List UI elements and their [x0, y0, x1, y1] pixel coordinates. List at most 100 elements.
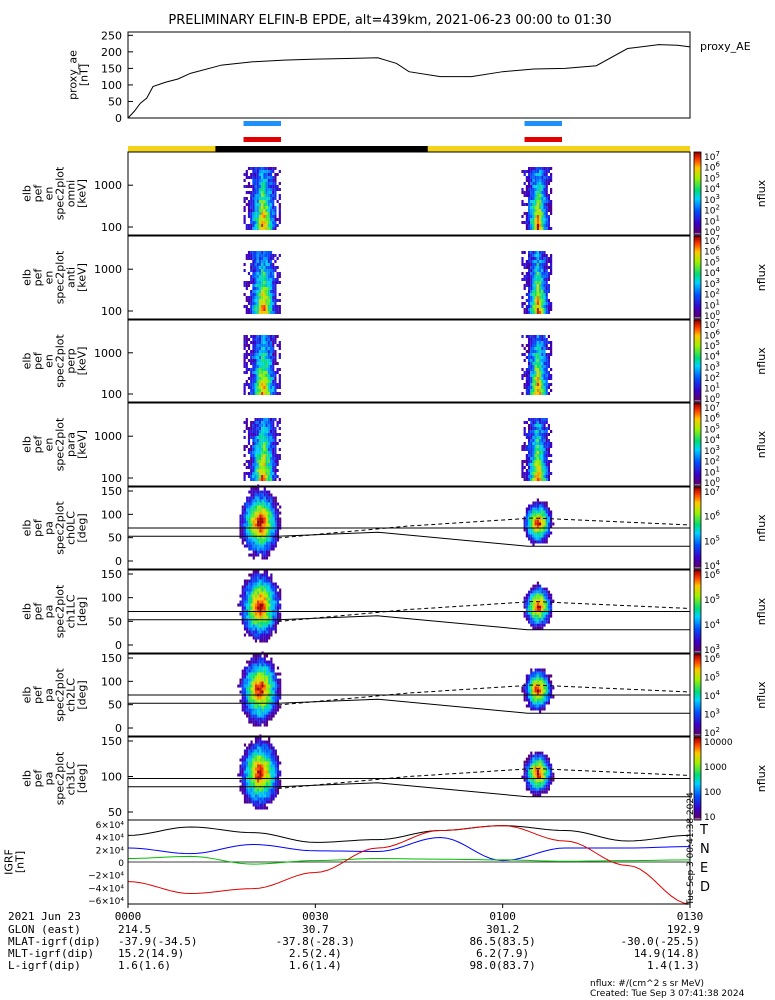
spectrogram-pixel [250, 582, 253, 586]
spectrogram-pixel [252, 597, 255, 601]
spectrogram-pixel [279, 779, 282, 783]
spectrogram-pixel [252, 308, 255, 311]
spectrogram-pixel [534, 224, 537, 227]
spectrogram-pixel [536, 347, 539, 350]
spectrogram-pixel [261, 436, 264, 439]
spectrogram-pixel [248, 779, 251, 783]
spectrogram-pixel [261, 344, 264, 347]
spectrogram-pixel [534, 227, 537, 230]
spectrogram-pixel [521, 469, 524, 472]
spectrogram-pixel [250, 511, 253, 515]
spectrogram-pixel [532, 203, 535, 206]
spectrogram-pixel [265, 538, 269, 542]
spectrogram-pixel [243, 669, 247, 673]
spectrogram-pixel [268, 764, 271, 768]
colorbar-segment [694, 377, 701, 380]
spectrogram-pixel [256, 469, 259, 472]
spectrogram-pixel [250, 714, 253, 718]
colorbar-segment [694, 540, 701, 543]
spectrogram-pixel [545, 599, 548, 603]
spectrogram-pixel [267, 338, 270, 341]
spectrogram-pixel [252, 454, 255, 457]
spectrogram-pixel [532, 620, 535, 624]
spectrogram-pixel [254, 433, 257, 436]
spectrogram-pixel [263, 167, 266, 170]
spectrogram-pixel [270, 600, 273, 604]
spectrogram-pixel [256, 302, 259, 305]
spectrogram-pixel [261, 389, 264, 392]
spectrogram-pixel [263, 508, 266, 512]
spectrogram-pixel [539, 611, 542, 615]
spectrogram-pixel [256, 212, 259, 215]
spectrogram-pixel [276, 705, 280, 709]
spectrogram-pixel [530, 772, 533, 776]
spectrogram-pixel [530, 335, 533, 338]
spectrogram-pixel [536, 469, 539, 472]
spectrogram-pixel [541, 433, 544, 436]
spectrogram-pixel [265, 356, 268, 359]
spectrogram-pixel [243, 454, 246, 457]
spectrogram-pixel [545, 478, 548, 481]
spectrogram-pixel [258, 430, 262, 433]
spectrogram-pixel [263, 773, 266, 777]
spectrogram-pixel [528, 760, 531, 764]
spectrogram-pixel [252, 576, 255, 580]
spectrogram-pixel [521, 368, 524, 371]
spectrogram-pixel [246, 678, 249, 682]
spectrogram-pixel [254, 585, 258, 589]
spectrogram-pixel [525, 218, 528, 221]
spectrogram-pixel [523, 766, 526, 770]
spectrogram-pixel [539, 386, 542, 389]
spectrogram-pixel [534, 263, 537, 266]
spectrogram-pixel [534, 668, 537, 672]
colorbar-segment [694, 680, 701, 684]
colorbar-segment [694, 697, 701, 700]
spectrogram-pixel [258, 436, 262, 439]
spectrogram-pixel [547, 275, 550, 278]
spectrogram-pixel [272, 600, 275, 604]
spectrogram-pixel [239, 681, 242, 685]
spectrogram-pixel [532, 374, 535, 377]
spectrogram-pixel [246, 541, 249, 545]
spectrogram-pixel [261, 588, 264, 592]
spectrogram-pixel [250, 746, 253, 750]
spectrogram-pixel [278, 427, 281, 430]
spectrogram-pixel [279, 761, 282, 765]
spectrogram-pixel [541, 338, 544, 341]
spectrogram-pixel [252, 478, 255, 481]
spectrogram-pixel [265, 770, 269, 774]
spectrogram-pixel [547, 680, 550, 684]
spectrogram-pixel [265, 182, 268, 185]
spectrogram-pixel [530, 386, 533, 389]
igrf-t-line [127, 825, 691, 843]
spectrogram-pixel [258, 266, 262, 269]
spectrogram-pixel [528, 215, 531, 218]
spectrogram-pixel [550, 614, 553, 618]
spectrogram-pixel [545, 260, 548, 263]
spectrogram-pixel [270, 508, 273, 512]
spectrogram-pixel [550, 176, 553, 179]
spectrogram-pixel [250, 496, 253, 500]
spectrogram-pixel [265, 472, 268, 475]
spectrogram-pixel [256, 353, 259, 356]
spectrogram-pixel [246, 708, 249, 712]
spectrogram-pixel [269, 260, 273, 263]
spectrogram-pixel [530, 448, 533, 451]
spectrogram-pixel [258, 176, 262, 179]
spectrogram-pixel [528, 194, 531, 197]
spectrogram-pixel [250, 469, 253, 472]
spectrogram-pixel [528, 347, 531, 350]
spectrogram-pixel [267, 463, 270, 466]
spectrogram-pixel [269, 185, 273, 188]
spectrogram-pixel [539, 668, 542, 672]
spectrogram-pixel [257, 743, 260, 747]
spectrogram-pixel [536, 605, 539, 609]
spectrogram-pixel [545, 504, 548, 508]
spectrogram-pixel [525, 284, 528, 287]
spectrogram-pixel [241, 520, 244, 524]
spectrogram-pixel [261, 597, 264, 601]
spectrogram-pixel [550, 692, 553, 696]
spectrogram-pixel [269, 269, 273, 272]
spectrogram-pixel [272, 690, 275, 694]
spectrogram-pixel [539, 176, 542, 179]
